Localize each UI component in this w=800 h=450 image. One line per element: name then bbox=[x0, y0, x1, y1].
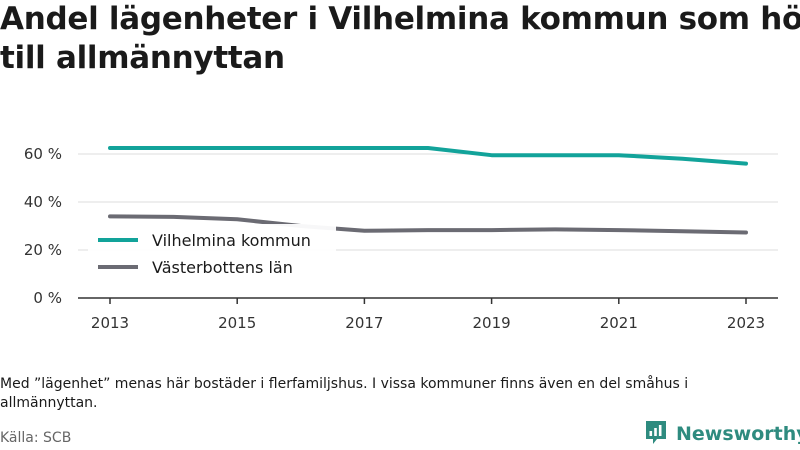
chart-title-line-1: Andel lägenheter i Vilhelmina kommun som… bbox=[0, 1, 800, 37]
x-tick-label: 2021 bbox=[600, 314, 638, 332]
series-line-vilhelmina bbox=[108, 146, 748, 166]
series-line-vasterbotten bbox=[108, 214, 748, 235]
chart-note: Med ”lägenhet” menas här bostäder i fler… bbox=[0, 376, 689, 411]
x-axis: 2013 2015 2017 2019 2021 2023 bbox=[78, 297, 778, 332]
y-tick-label: 60 % bbox=[24, 145, 62, 163]
legend-label: Vilhelmina kommun bbox=[152, 231, 311, 250]
legend-background bbox=[88, 224, 336, 280]
y-tick-label: 0 % bbox=[33, 289, 62, 307]
x-tick-label: 2015 bbox=[218, 314, 256, 332]
legend-label: Västerbottens län bbox=[152, 258, 293, 277]
brand-logo: Newsworthy bbox=[644, 420, 800, 448]
x-tick-label: 2019 bbox=[473, 314, 511, 332]
y-axis-ticks: 0 % 20 % 40 % 60 % bbox=[24, 145, 62, 307]
x-tick-label: 2013 bbox=[91, 314, 129, 332]
source-label: Källa: SCB bbox=[0, 430, 72, 446]
chart-title: Andel lägenheter i Vilhelmina kommun som… bbox=[0, 0, 800, 78]
line-chart: 0 % 20 % 40 % 60 % 2013 2015 2017 2019 2021 2023… bbox=[24, 145, 778, 332]
x-tick-label: 2017 bbox=[345, 314, 383, 332]
brand-name: Newsworthy bbox=[676, 423, 800, 445]
series-lines bbox=[108, 146, 748, 235]
y-tick-label: 20 % bbox=[24, 241, 62, 259]
x-tick-label: 2023 bbox=[727, 314, 765, 332]
bar-chart-logo-icon bbox=[644, 419, 668, 449]
chart-title-line-2: till allmännyttan bbox=[0, 40, 285, 76]
legend: Vilhelmina kommun Västerbottens län bbox=[88, 224, 336, 280]
y-tick-label: 40 % bbox=[24, 193, 62, 211]
